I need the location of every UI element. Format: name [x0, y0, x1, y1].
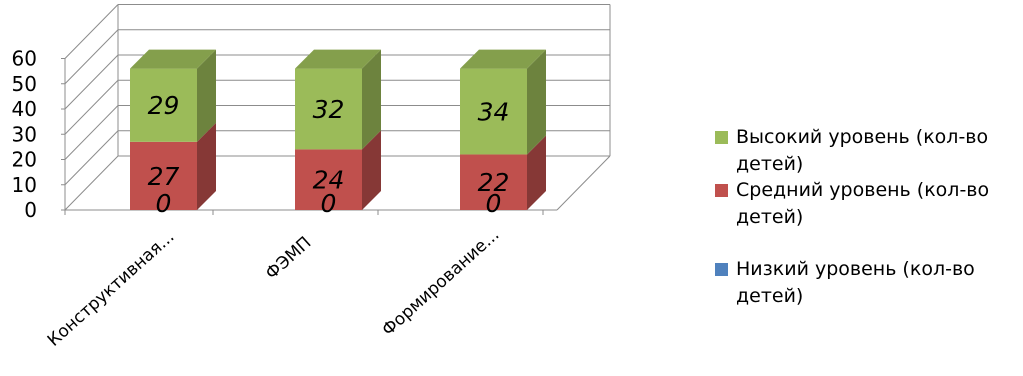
bar-segment-side	[527, 135, 546, 210]
chart-bars	[130, 49, 546, 210]
data-label: 0	[321, 189, 337, 218]
x-category-label: Конструктивная...	[44, 227, 178, 351]
bar-segment	[460, 68, 527, 155]
legend-swatch	[715, 263, 728, 276]
y-tick-label: 10	[12, 173, 37, 197]
y-tick-label: 30	[12, 122, 37, 146]
data-label: 0	[156, 189, 172, 218]
bar-segment-side	[197, 122, 216, 210]
legend-label: Средний уровень (кол-во детей)	[736, 179, 990, 228]
legend-item: Средний уровень (кол-во детей)	[715, 177, 1015, 231]
gridline-side	[64, 105, 119, 160]
y-tick-label: 40	[12, 97, 37, 121]
bar-top-cap	[460, 49, 546, 69]
bar-segment	[295, 68, 362, 150]
data-label: 22	[478, 168, 510, 197]
bar-segment-side	[362, 49, 381, 150]
gridline-side	[64, 29, 119, 85]
y-tick-label: 20	[12, 148, 37, 172]
bar-segment	[295, 149, 362, 210]
gridline-side	[64, 54, 119, 110]
legend-label: Высокий уровень (кол-во детей)	[736, 126, 989, 175]
data-label: 32	[313, 95, 345, 124]
y-tick-label: 60	[12, 47, 37, 71]
legend-item: Высокий уровень (кол-во детей)	[715, 124, 1015, 178]
data-label: 27	[148, 162, 180, 191]
bar-segment-side	[197, 49, 216, 142]
legend-label: Низкий уровень (кол-во детей)	[736, 258, 975, 307]
gridline-side	[64, 79, 119, 135]
y-tick-label: 50	[12, 72, 37, 96]
floor-right-edge	[556, 155, 611, 211]
gridline-side	[64, 155, 119, 211]
data-label: 24	[313, 166, 345, 195]
bar-segment-side	[362, 130, 381, 210]
bar-segment	[130, 68, 197, 142]
bar-top-cap	[130, 49, 216, 69]
data-label: 34	[478, 98, 510, 127]
x-category-label: ФЭМП	[262, 233, 315, 284]
bar-segment-side	[527, 49, 546, 155]
data-label: 29	[148, 91, 180, 120]
gridline-side	[64, 130, 119, 186]
data-label: 0	[486, 189, 502, 218]
legend-swatch	[715, 131, 728, 144]
y-tick-label: 0	[24, 198, 37, 222]
legend-swatch	[715, 184, 728, 197]
bar-top-cap	[295, 49, 381, 69]
x-category-label: Формирование...	[378, 225, 503, 340]
bar-segment	[130, 141, 197, 210]
gridline-side	[64, 4, 119, 59]
bar-segment	[460, 154, 527, 210]
legend-item: Низкий уровень (кол-во детей)	[715, 256, 1015, 310]
